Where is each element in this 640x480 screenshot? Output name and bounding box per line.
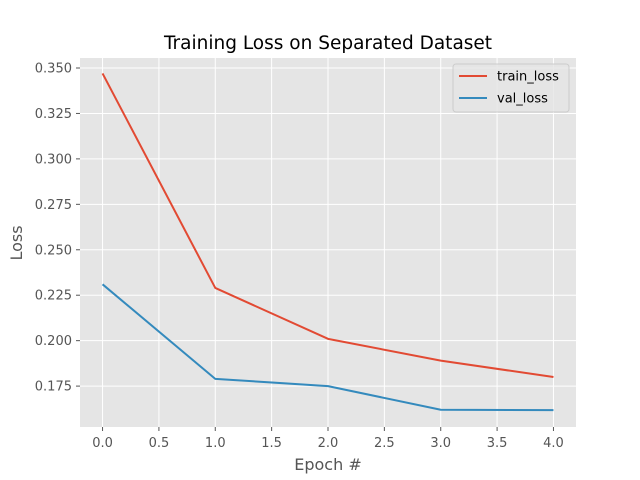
x-tick-label: 1.0 — [205, 436, 226, 451]
series-line-val-loss — [101, 283, 554, 412]
y-tick-label: 0.350 — [35, 61, 72, 76]
legend: train_loss val_loss — [452, 63, 570, 113]
y-tick-label: 0.300 — [35, 152, 72, 167]
y-axis-label: Loss — [7, 225, 26, 260]
x-tick-label: 1.5 — [261, 436, 282, 451]
y-tick-label: 0.200 — [35, 334, 72, 349]
x-tick-label: 3.5 — [487, 436, 508, 451]
x-axis-ticks: 0.0 0.5 1.0 1.5 2.0 2.5 3.0 3.5 4.0 — [92, 427, 564, 451]
y-tick-label: 0.325 — [35, 107, 72, 122]
x-axis-label: Epoch # — [294, 455, 361, 474]
x-tick-label: 2.0 — [318, 436, 339, 451]
x-tick-label: 0.0 — [92, 436, 113, 451]
chart-title: Training Loss on Separated Dataset — [163, 33, 492, 54]
x-tick-label: 2.5 — [374, 436, 395, 451]
y-axis-ticks: 0.175 0.200 0.225 0.250 0.275 0.300 0.325 0.350 — [35, 61, 80, 395]
series-line-train-loss — [101, 72, 554, 378]
legend-label: val_loss — [497, 92, 548, 107]
x-tick-label: 0.5 — [149, 436, 170, 451]
y-tick-label: 0.225 — [35, 289, 72, 304]
y-tick-label: 0.275 — [35, 198, 72, 213]
legend-label: train_loss — [497, 70, 559, 85]
series-layer — [101, 72, 554, 412]
y-tick-label: 0.250 — [35, 243, 72, 258]
x-tick-label: 3.0 — [430, 436, 451, 451]
y-tick-label: 0.175 — [35, 380, 72, 395]
x-tick-label: 4.0 — [543, 436, 564, 451]
